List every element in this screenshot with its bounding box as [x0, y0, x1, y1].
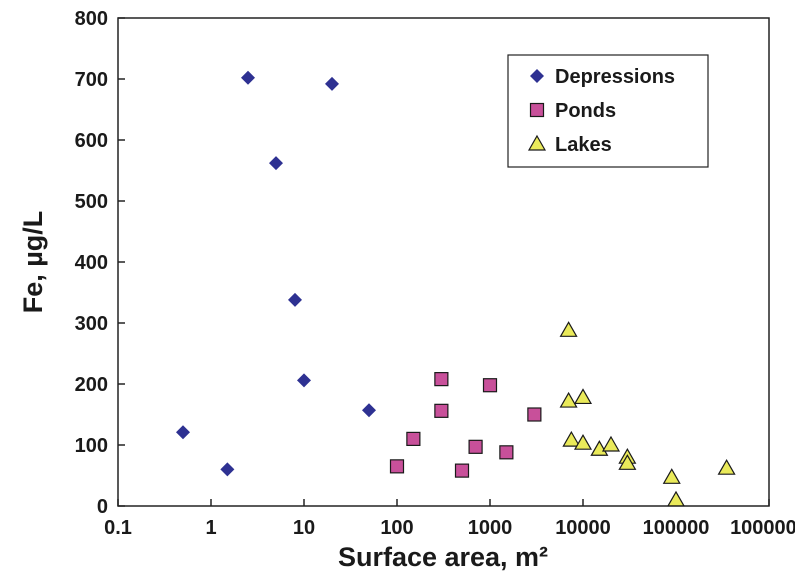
y-tick-label: 0	[97, 496, 108, 518]
depressions-point	[362, 403, 377, 418]
legend-lakes-label: Lakes	[555, 134, 612, 156]
ponds-point	[434, 372, 449, 387]
y-tick-label: 600	[75, 130, 108, 152]
depressions-point	[287, 292, 302, 307]
depressions-point	[297, 373, 311, 388]
legend-lakes-marker	[527, 134, 547, 151]
y-axis: 0 100 200 300 400 500 600 700 800	[75, 8, 125, 518]
ponds-point	[527, 407, 542, 422]
legend-ponds-marker	[529, 102, 545, 118]
x-tick-label: 1000000	[730, 517, 795, 539]
lakes-point	[559, 321, 578, 337]
ponds-point	[482, 378, 498, 393]
depressions-point	[220, 462, 235, 477]
y-tick-label: 300	[75, 313, 108, 335]
depressions-point	[176, 425, 191, 440]
x-tick-label: 1	[205, 517, 216, 539]
lakes-point	[559, 391, 578, 408]
y-axis-title: Fe, µg/L	[18, 211, 48, 314]
ponds-point	[499, 445, 514, 460]
ponds-point	[406, 431, 421, 446]
x-tick-label: 10	[293, 517, 315, 539]
lakes-point	[590, 440, 609, 456]
x-tick-label: 100	[380, 517, 413, 539]
x-tick-label: 100000	[643, 517, 710, 539]
x-tick-label: 1000	[468, 517, 513, 539]
ponds-point	[389, 459, 405, 474]
lakes-point	[666, 490, 686, 507]
legend: Depressions Ponds Lakes	[507, 54, 709, 168]
y-tick-label: 500	[75, 191, 108, 213]
x-tick-label: 0.1	[104, 517, 132, 539]
lakes-point	[662, 468, 681, 484]
y-tick-label: 800	[75, 8, 108, 30]
data-points	[176, 70, 736, 507]
x-tick-label: 10000	[555, 517, 611, 539]
legend-depressions-label: Depressions	[555, 66, 675, 88]
ponds-point	[468, 439, 483, 454]
lakes-point	[717, 458, 736, 475]
depressions-point	[241, 70, 256, 85]
lakes-point	[618, 454, 637, 470]
depressions-point	[324, 76, 339, 91]
y-tick-label: 700	[75, 69, 108, 91]
ponds-point	[454, 463, 470, 478]
depressions-point	[269, 156, 284, 171]
lakes-point	[562, 430, 581, 447]
lakes-point	[573, 433, 593, 450]
lakes-point	[601, 435, 621, 452]
y-tick-label: 400	[75, 252, 108, 274]
lakes-point	[573, 388, 593, 405]
legend-depressions-marker	[530, 69, 544, 83]
y-tick-label: 200	[75, 374, 108, 396]
legend-ponds-label: Ponds	[555, 100, 616, 122]
x-axis-title: Surface area, m²	[338, 542, 548, 572]
ponds-point	[434, 403, 449, 418]
x-axis: 0.1 1 10 100 1000 10000 100000 1000000	[104, 499, 795, 539]
y-tick-label: 100	[75, 435, 108, 457]
